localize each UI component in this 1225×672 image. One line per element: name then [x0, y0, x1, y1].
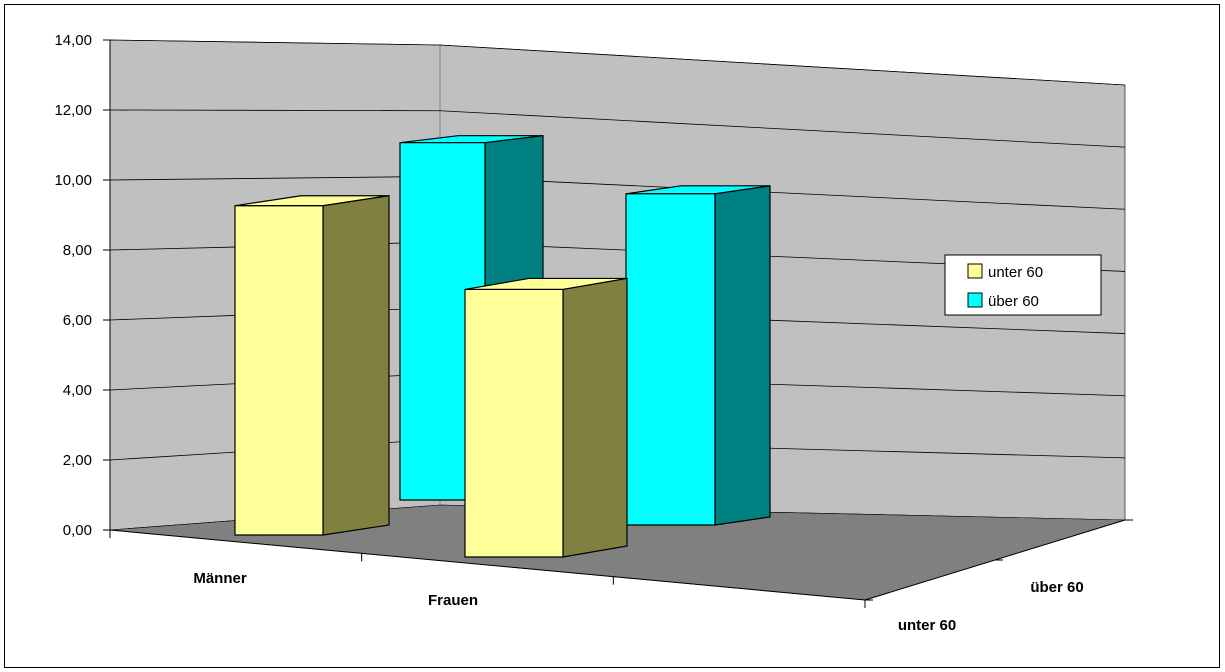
y-tick-label: 14,00	[54, 32, 92, 49]
depth-label: unter 60	[898, 617, 956, 634]
legend-label-ueber60: über 60	[988, 293, 1039, 310]
y-tick-label: 6,00	[63, 312, 92, 329]
depth-label: über 60	[1030, 579, 1083, 596]
y-tick-label: 10,00	[54, 172, 92, 189]
category-label: Frauen	[428, 592, 478, 609]
gridline-right	[439, 44, 1126, 86]
bar-unter60-0	[234, 195, 390, 536]
bar-side-face	[714, 185, 771, 526]
y-tick-label: 4,00	[63, 382, 92, 399]
bar-ueber60-1	[625, 185, 771, 526]
y-tick-label: 8,00	[63, 242, 92, 259]
category-label: Männer	[193, 570, 247, 587]
y-tick-label: 0,00	[63, 522, 92, 539]
legend-label-unter60: unter 60	[988, 264, 1043, 281]
bars	[234, 135, 771, 558]
bar-front-face	[464, 288, 564, 558]
gridline-left	[109, 39, 441, 46]
legend-swatch-ueber60	[967, 292, 983, 308]
depth-labels: unter 60 über 60	[898, 579, 1084, 634]
bar-front-face	[625, 193, 716, 526]
x-axis-line	[109, 529, 866, 601]
bar-side-face	[562, 277, 628, 558]
x-axis	[109, 519, 1133, 608]
y-tick-label: 12,00	[54, 102, 92, 119]
legend-swatch-unter60	[967, 263, 983, 279]
y-tick-label: 2,00	[63, 452, 92, 469]
gridline-left	[109, 109, 441, 112]
gridline-right	[439, 110, 1126, 148]
legend: unter 60 über 60	[944, 254, 1102, 316]
bar-unter60-1	[464, 277, 628, 558]
gridline-left	[109, 176, 441, 181]
y-axis: 0,00 2,00 4,00 6,00 8,00 10,00 12,00 14,00	[54, 32, 111, 539]
bar-front-face	[234, 205, 324, 536]
bar-side-face	[322, 195, 390, 536]
gridline-right	[439, 176, 1126, 210]
category-labels: Männer Frauen	[193, 570, 478, 609]
